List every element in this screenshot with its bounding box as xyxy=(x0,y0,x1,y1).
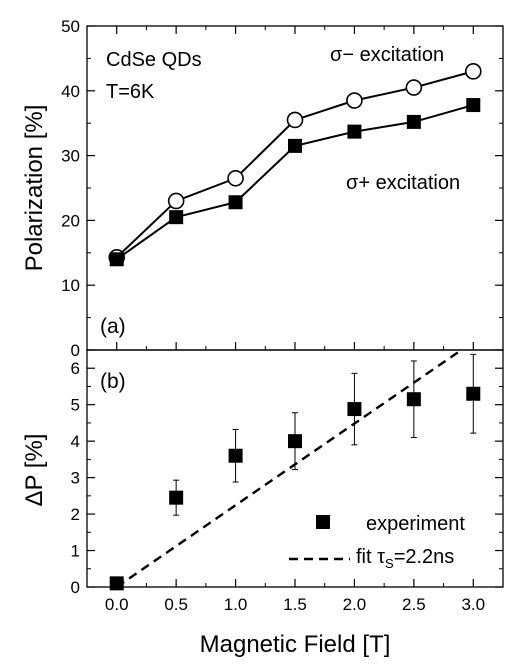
b-x-tick-label: 1.0 xyxy=(224,595,248,614)
b-point-experiment xyxy=(169,490,184,505)
b-x-tick-label: 0.5 xyxy=(164,595,188,614)
a-point-sigma-plus xyxy=(466,98,481,113)
b-y-tick-label: 5 xyxy=(71,396,80,415)
panel-a-y-axis-title: Polarization [%] xyxy=(21,105,48,272)
b-y-tick-label: 4 xyxy=(71,432,80,451)
a-y-tick-label: 0 xyxy=(71,341,80,360)
b-point-experiment xyxy=(288,434,302,449)
legend-experiment-label: experiment xyxy=(366,513,465,535)
panel-b-y-axis-title: ΔP [%] xyxy=(21,434,48,507)
panel-b-ticks: 0 1 2 3 4 5 6 0.0 0.5 1.0 1.5 2.0 2.5 3.0 xyxy=(71,349,503,614)
b-y-tick-label: 3 xyxy=(71,469,80,488)
a-y-tick-label: 30 xyxy=(61,147,80,166)
legend-fit-label-sub: S xyxy=(385,556,394,571)
legend-fit-label-suffix: =2.2ns xyxy=(394,546,455,568)
sigma-minus-label: σ− excitation xyxy=(330,44,444,66)
sigma-plus-label: σ+ excitation xyxy=(346,172,460,194)
a-point-sigma-minus xyxy=(346,92,363,109)
a-point-sigma-minus xyxy=(227,169,244,187)
a-point-sigma-minus xyxy=(167,192,185,210)
b-point-experiment xyxy=(228,448,243,463)
b-y-tick-label: 1 xyxy=(71,542,80,561)
x-axis-title: Magnetic Field [T] xyxy=(200,631,391,658)
a-point-sigma-plus xyxy=(109,252,124,267)
temperature-annotation: T=6K xyxy=(106,81,155,103)
a-y-tick-label: 50 xyxy=(61,17,80,36)
b-x-tick-label: 0.0 xyxy=(105,595,129,614)
legend-fit-label-prefix: fit τ xyxy=(356,546,385,568)
b-x-tick-label: 2.5 xyxy=(402,595,426,614)
b-x-tick-label: 3.0 xyxy=(461,595,485,614)
b-point-experiment xyxy=(347,402,362,417)
b-point-experiment xyxy=(406,392,421,407)
b-y-tick-label: 6 xyxy=(71,359,80,378)
a-y-tick-label: 10 xyxy=(61,276,80,295)
a-point-sigma-plus xyxy=(288,138,302,153)
a-point-sigma-plus xyxy=(347,124,362,139)
panel-a-label: (a) xyxy=(100,315,126,338)
a-point-sigma-plus xyxy=(228,195,243,210)
a-point-sigma-plus xyxy=(406,114,421,129)
a-point-sigma-plus xyxy=(169,210,184,225)
a-y-tick-label: 40 xyxy=(61,82,80,101)
panel-a: 0 10 20 30 40 50 Polarization [%] (a) CdSe QD… xyxy=(21,17,504,360)
a-point-sigma-minus xyxy=(464,63,482,80)
panel-b-series xyxy=(109,349,481,591)
panel-b-label: (b) xyxy=(100,370,126,393)
a-series-line-sigma-minus xyxy=(116,70,474,259)
panel-a-series xyxy=(108,63,482,267)
a-point-sigma-minus xyxy=(286,111,304,129)
legend-experiment-marker xyxy=(316,515,330,529)
legend-fit-label: fit τS=2.2ns xyxy=(356,546,454,571)
panel-a-ticks: 0 10 20 30 40 50 xyxy=(61,17,503,360)
panel-b: 0 1 2 3 4 5 6 0.0 0.5 1.0 1.5 2.0 2.5 3.0 ΔP [%] Magn… xyxy=(21,349,504,658)
sample-annotation: CdSe QDs xyxy=(106,49,202,71)
b-point-experiment xyxy=(466,386,481,401)
a-point-sigma-minus xyxy=(405,79,423,96)
legend: experiment fit τS=2.2ns xyxy=(289,513,465,571)
b-y-tick-label: 2 xyxy=(71,505,80,524)
b-x-tick-label: 1.5 xyxy=(283,595,307,614)
b-point-experiment xyxy=(109,576,124,591)
b-x-tick-label: 2.0 xyxy=(343,595,367,614)
a-y-tick-label: 20 xyxy=(61,211,80,230)
b-y-tick-label: 0 xyxy=(71,578,80,597)
fit-line xyxy=(116,349,463,588)
